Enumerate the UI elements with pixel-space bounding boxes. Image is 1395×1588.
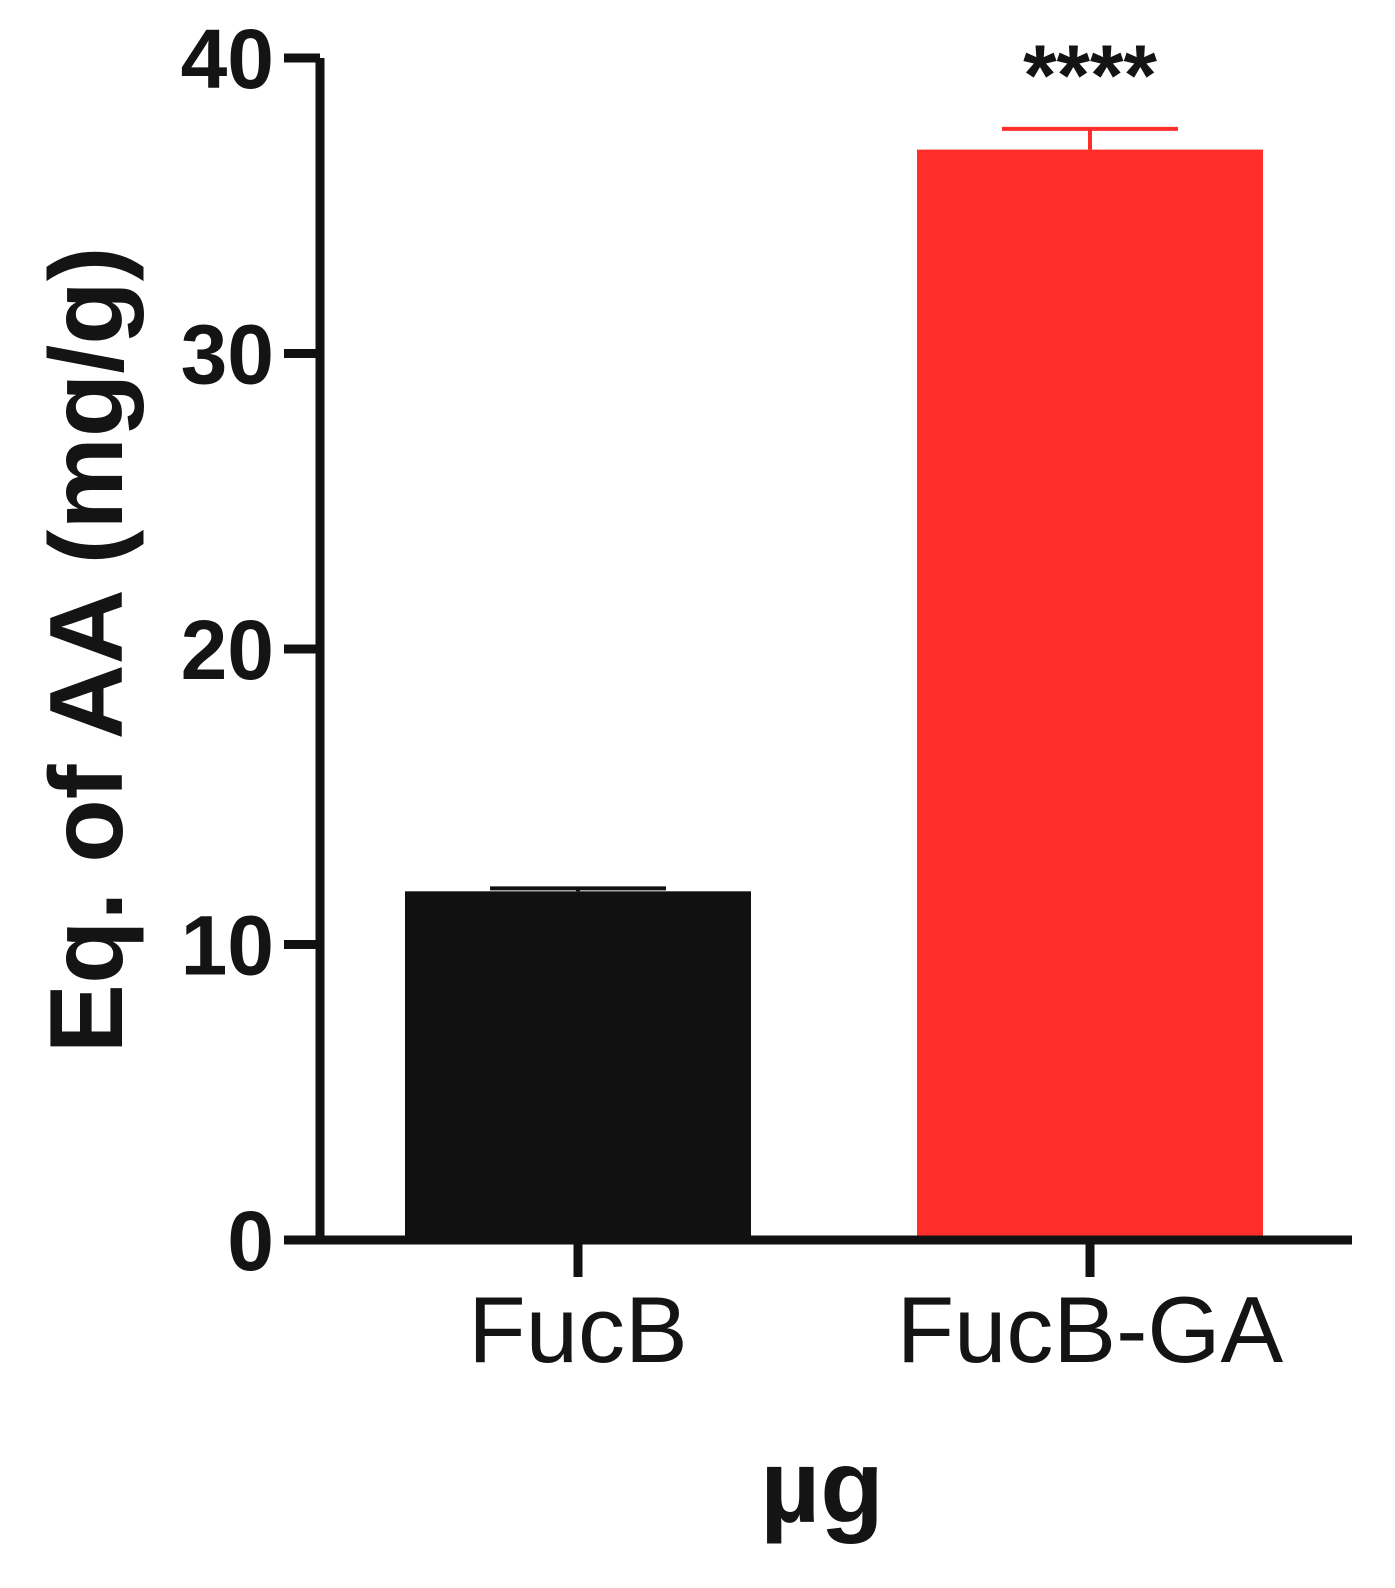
y-tick-label: 40 [181,12,274,106]
y-tick-label: 30 [181,308,274,402]
y-tick-label: 0 [227,1194,274,1288]
bar-fucb [405,891,751,1240]
bar-fucb-ga [917,149,1263,1241]
significance-annotations: **** [1023,28,1157,124]
y-axis-ticks: 0 10 20 30 40 [181,12,320,1288]
y-axis-title: Eq. of AA (mg/g) [29,247,145,1054]
x-axis-ticks: FucB FucB-GA [468,1240,1284,1382]
x-tick-label: FucB [468,1277,687,1382]
x-tick-label: FucB-GA [897,1277,1284,1382]
x-axis-title: µg [760,1429,883,1545]
error-bars [490,126,1178,892]
significance-label: **** [1023,28,1157,124]
y-tick-label: 20 [181,603,274,697]
y-tick-label: 10 [181,899,274,993]
bars [405,149,1263,1241]
